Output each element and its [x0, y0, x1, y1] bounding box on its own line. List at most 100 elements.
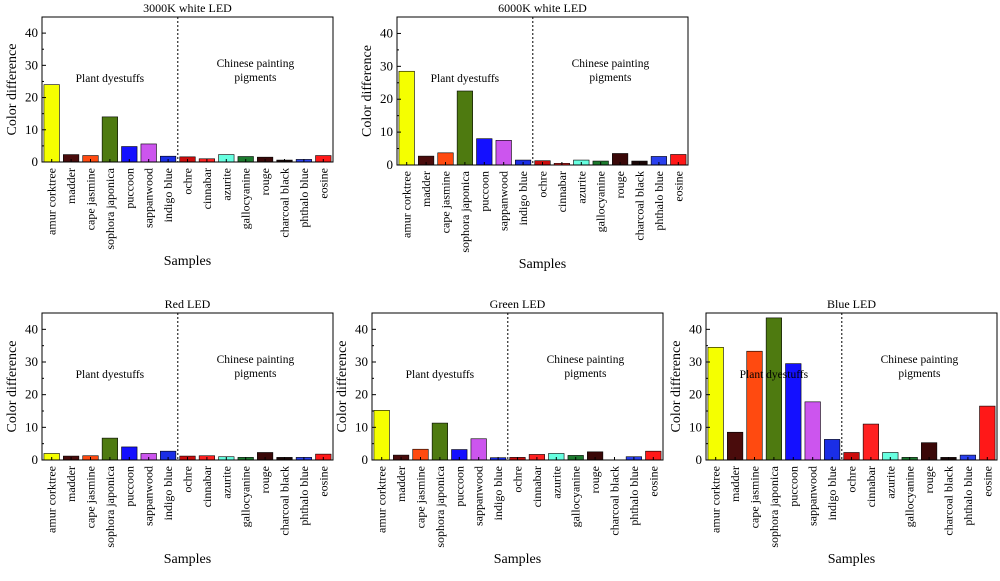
y-tick-label: 10 [380, 124, 393, 139]
plot-frame [371, 312, 664, 461]
x-tick-label: azurite [574, 171, 588, 204]
x-tick-label: indigo blue [161, 168, 175, 222]
bar-sophora-japonica [101, 116, 118, 163]
x-tick-label: sappanwood [806, 466, 820, 526]
x-tick-label: puccoon [452, 466, 466, 507]
x-tick-label: sophora japonica [458, 170, 472, 252]
chart-panel-2: 6000K white LED 0 10 20 30 40 amur corktree mad… [360, 1, 689, 272]
y-tick-label: 20 [689, 387, 702, 402]
x-tick-label: cape jasmine [84, 466, 98, 528]
bar-puccoon [476, 138, 493, 166]
x-tick-label: cinnabar [530, 466, 544, 507]
x-axis-label: Samples [164, 254, 211, 269]
x-tick-label: rouge [588, 466, 602, 493]
y-tick-label: 0 [362, 452, 369, 467]
x-tick-label: indigo blue [161, 466, 175, 520]
x-tick-label: ochre [511, 466, 525, 493]
x-tick-label: eosine [316, 466, 330, 497]
annotation-plant-dyestuffs: Plant dyestuffs [76, 73, 145, 85]
x-tick-label: madder [64, 466, 78, 502]
y-tick-label: 40 [25, 25, 38, 40]
x-tick-label: cape jasmine [748, 466, 762, 528]
y-axis-label: Color difference [669, 341, 684, 433]
y-tick-label: 10 [25, 122, 38, 137]
x-tick-label: phthalo blue [297, 168, 311, 228]
bar-amur-corktree [373, 410, 390, 461]
x-tick-label: indigo blue [825, 466, 839, 520]
x-tick-label: phthalo blue [961, 466, 975, 526]
x-tick-label: cinnabar [200, 168, 214, 209]
bar-amur-corktree [43, 84, 60, 163]
x-tick-label: gallocyanine [239, 466, 253, 527]
x-tick-label: charcoal black [608, 466, 622, 536]
x-tick-label: gallocyanine [594, 171, 608, 232]
bar-eosine [979, 405, 996, 461]
plot-frame [41, 16, 334, 163]
x-tick-label: sophora japonica [433, 465, 447, 547]
chart-title: Green LED [490, 297, 546, 311]
bar-madder [727, 431, 744, 461]
x-tick-label: sappanwood [142, 466, 156, 526]
bar-amur-corktree [398, 70, 415, 166]
y-tick-label: 20 [25, 90, 38, 105]
chart-panel-3: Red LED 0 10 20 30 40 amur corktree madder cape … [5, 297, 334, 567]
y-tick-label: 10 [355, 419, 368, 434]
x-tick-label: ochre [845, 466, 859, 493]
chart-title: 6000K white LED [498, 1, 587, 15]
bar-cinnabar [862, 423, 879, 461]
x-tick-label: sappanwood [497, 171, 511, 231]
x-tick-label: azurite [883, 466, 897, 499]
annotation-chinese-painting-pigments: Chinese painting pigments [217, 354, 295, 380]
chart-title: Blue LED [827, 297, 876, 311]
x-axis-label: Samples [494, 552, 541, 567]
bar-sappanwood [470, 438, 487, 461]
x-tick-label: charcoal black [633, 171, 647, 241]
x-tick-label: azurite [219, 168, 233, 201]
x-tick-label: gallocyanine [569, 466, 583, 527]
x-tick-label: sophora japonica [103, 465, 117, 547]
y-tick-label: 30 [355, 354, 368, 369]
annotation-chinese-painting-pigments: Chinese painting pigments [572, 58, 650, 84]
y-tick-label: 30 [380, 58, 393, 73]
x-tick-label: cinnabar [555, 171, 569, 212]
x-tick-label: charcoal black [942, 466, 956, 536]
chart-title: Red LED [165, 297, 211, 311]
bar-sophora-japonica [101, 437, 118, 461]
y-axis-label: Color difference [5, 44, 20, 136]
x-tick-label: gallocyanine [239, 168, 253, 229]
plot-frame [396, 16, 689, 166]
x-tick-label: indigo blue [516, 171, 530, 225]
x-tick-label: phthalo blue [297, 466, 311, 526]
y-tick-label: 0 [696, 452, 703, 467]
x-tick-label: puccoon [477, 171, 491, 212]
bar-sophora-japonica [765, 317, 782, 461]
x-tick-label: azurite [549, 466, 563, 499]
chart-panel-1: 3000K white LED 0 10 20 30 40 amur corktree mad… [5, 1, 334, 269]
x-tick-label: amur corktree [709, 466, 723, 533]
x-tick-label: eosine [671, 171, 685, 202]
x-tick-label: amur corktree [45, 168, 59, 235]
x-tick-label: eosine [980, 466, 994, 497]
bar-indigo-blue [824, 439, 841, 461]
y-tick-label: 30 [689, 354, 702, 369]
bar-sophora-japonica [431, 422, 448, 461]
x-tick-label: phthalo blue [627, 466, 641, 526]
x-tick-label: cape jasmine [84, 168, 98, 230]
y-tick-label: 20 [380, 91, 393, 106]
x-tick-label: cinnabar [864, 466, 878, 507]
x-tick-label: charcoal black [278, 168, 292, 238]
annotation-plant-dyestuffs: Plant dyestuffs [76, 369, 145, 381]
x-tick-label: amur corktree [45, 466, 59, 533]
y-tick-label: 40 [25, 321, 38, 336]
x-tick-label: madder [728, 466, 742, 502]
x-tick-label: cape jasmine [414, 466, 428, 528]
bar-amur-corktree [707, 346, 724, 461]
y-tick-label: 0 [387, 157, 394, 172]
x-tick-label: rouge [922, 466, 936, 493]
annotation-chinese-painting-pigments: Chinese painting pigments [217, 58, 295, 84]
y-axis-label: Color difference [360, 45, 375, 137]
y-tick-label: 10 [689, 419, 702, 434]
x-tick-label: charcoal black [278, 466, 292, 536]
y-tick-label: 20 [25, 387, 38, 402]
y-tick-label: 40 [380, 25, 393, 40]
